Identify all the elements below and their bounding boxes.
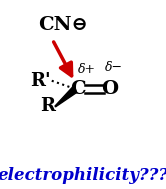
Text: C: C <box>71 80 86 98</box>
Text: R': R' <box>31 72 51 90</box>
Text: δ−: δ− <box>105 61 123 74</box>
Text: R: R <box>40 97 55 115</box>
Text: electrophilicity???: electrophilicity??? <box>0 167 166 184</box>
Polygon shape <box>55 85 77 107</box>
Text: CN⊖: CN⊖ <box>38 16 88 34</box>
Text: O: O <box>102 80 119 98</box>
Text: δ+: δ+ <box>78 63 96 76</box>
